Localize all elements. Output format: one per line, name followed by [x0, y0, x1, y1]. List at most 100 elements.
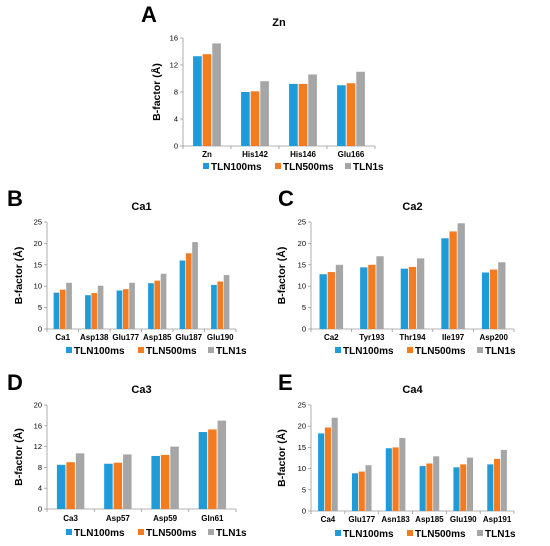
bar-tln1s-ca3 [75, 453, 85, 509]
legend-swatch-tln1s [208, 347, 214, 353]
bar-tln100ms-gln61 [198, 432, 208, 509]
legend-swatch-tln500ms [138, 347, 144, 353]
legend-swatch-tln1s [477, 530, 483, 536]
legend-swatch-tln100ms [203, 163, 209, 169]
x-tick-label: Asp185 [415, 515, 444, 524]
chart-title: Ca1 [131, 201, 151, 213]
bar-tln500ms-zn [202, 54, 212, 147]
bar-tln500ms-ca1 [59, 289, 66, 329]
x-tick-label: Tyr193 [359, 333, 385, 342]
bar-tln100ms-asp185 [419, 466, 426, 511]
bar-tln500ms-ile197 [449, 231, 457, 329]
bar-tln100ms-tyr193 [360, 267, 368, 329]
legend: TLN100ms TLN500ms TLN1s [335, 346, 516, 357]
x-tick-label: Asp59 [153, 514, 178, 523]
bar-tln100ms-glu177 [116, 290, 123, 329]
legend-label: TLN100ms [211, 162, 262, 173]
bar-tln500ms-his142 [250, 91, 260, 146]
legend-label: TLN500ms [146, 346, 197, 357]
bar-tln1s-his142 [260, 81, 269, 146]
legend-label: TLN500ms [415, 529, 466, 540]
panel-letter: E [278, 370, 293, 395]
panel-letter: C [278, 186, 294, 211]
x-tick-label: Glu177 [112, 333, 139, 342]
x-tick-label: Asp57 [106, 514, 131, 523]
x-tick-label: Ca4 [321, 515, 336, 524]
bar-tln500ms-glu177 [122, 289, 129, 329]
y-tick-label: 0 [302, 325, 306, 334]
bar-tln1s-asp138 [97, 285, 104, 329]
bar-tln500ms-asp191 [494, 458, 501, 511]
legend-label: TLN500ms [146, 528, 197, 539]
chart-title: Ca4 [402, 384, 423, 396]
bar-tln500ms-asp200 [490, 269, 498, 329]
y-axis-label: B-factor (Å) [12, 247, 25, 305]
bar-tln100ms-glu166 [337, 85, 346, 146]
legend-swatch-tln100ms [66, 529, 72, 535]
legend-label: TLN1s [216, 528, 247, 539]
x-tick-label: Ca1 [55, 333, 70, 342]
x-tick-label: Asp138 [80, 333, 109, 342]
legend-label: TLN1s [485, 346, 516, 357]
bar-tln1s-asp57 [123, 454, 132, 509]
y-tick-label: 0 [38, 325, 42, 334]
bar-tln1s-ca4 [331, 417, 338, 511]
bar-tln1s-asp191 [500, 449, 507, 511]
panel-letter: D [7, 370, 23, 395]
bar-tln1s-asp59 [170, 446, 179, 509]
bar-tln1s-glu166 [356, 71, 365, 146]
bar-tln500ms-ca3 [66, 462, 75, 509]
bar-tln500ms-asp59 [160, 454, 170, 509]
bar-tln100ms-glu177 [351, 473, 359, 511]
bar-tln1s-thr194 [416, 258, 425, 329]
y-tick-label: 16 [34, 421, 42, 430]
y-tick-label: 0 [38, 505, 42, 514]
y-tick-label: 4 [174, 115, 178, 124]
bar-tln500ms-gln61 [208, 429, 217, 509]
chart-title: Ca3 [131, 384, 151, 396]
y-tick-label: 12 [34, 442, 42, 451]
x-tick-label: Ca3 [63, 514, 78, 523]
legend-swatch-tln500ms [407, 530, 413, 536]
bar-tln100ms-ile197 [441, 238, 449, 329]
y-tick-label: 25 [298, 401, 306, 410]
legend-label: TLN100ms [74, 346, 125, 357]
bar-tln100ms-asp138 [85, 295, 91, 329]
bar-tln500ms-glu190 [217, 281, 224, 329]
x-tick-label: Asn183 [381, 515, 410, 524]
bar-tln100ms-asn183 [385, 448, 392, 511]
legend-swatch-tln100ms [335, 530, 341, 536]
y-tick-label: 10 [34, 282, 42, 291]
bar-tln1s-ile197 [457, 223, 465, 329]
panel-letter: A [141, 2, 157, 27]
bar-tln500ms-asp185 [426, 463, 433, 511]
x-tick-label: Glu190 [207, 333, 234, 342]
y-axis-label: B-factor (Å) [150, 63, 163, 121]
legend-label: TLN100ms [343, 529, 394, 540]
legend-label: TLN500ms [415, 346, 466, 357]
bar-tln1s-gln61 [217, 420, 227, 509]
bar-tln500ms-thr194 [408, 266, 417, 329]
bar-tln100ms-his142 [241, 92, 250, 146]
bar-tln1s-glu187 [192, 242, 198, 329]
x-tick-label: His142 [242, 150, 268, 159]
bar-tln500ms-glu190 [460, 464, 467, 511]
x-tick-label: Asp200 [479, 333, 508, 342]
bar-tln1s-glu177 [129, 282, 135, 329]
bar-tln1s-asp200 [498, 262, 506, 329]
bar-tln100ms-ca3 [56, 464, 66, 509]
y-tick-label: 20 [298, 239, 306, 248]
legend: TLN100ms TLN500ms TLN1s [203, 162, 384, 173]
y-tick-label: 0 [302, 507, 306, 516]
x-tick-label: His146 [290, 150, 316, 159]
y-axis-label: B-factor (Å) [275, 429, 288, 487]
x-tick-label: Gln61 [201, 514, 224, 523]
bar-tln1s-his146 [308, 74, 317, 146]
x-tick-label: Glu190 [450, 515, 477, 524]
y-tick-label: 0 [174, 142, 178, 151]
bar-tln500ms-asp57 [113, 462, 123, 509]
bar-tln500ms-his146 [298, 83, 308, 146]
x-tick-label: Glu166 [338, 150, 365, 159]
x-tick-label: Thr194 [399, 333, 426, 342]
bar-tln500ms-asn183 [392, 447, 399, 511]
